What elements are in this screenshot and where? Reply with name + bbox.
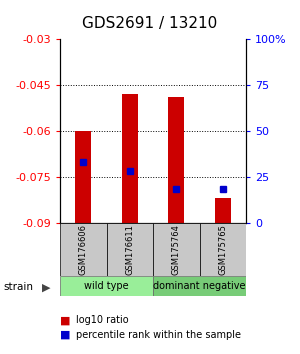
Bar (75, 131, 92, 223)
Text: wild type: wild type (84, 281, 129, 291)
Bar (168, 97, 184, 223)
Text: percentile rank within the sample: percentile rank within the sample (76, 330, 242, 339)
Text: dominant negative: dominant negative (153, 281, 246, 291)
Bar (60, 276, 153, 296)
Text: ■: ■ (60, 315, 70, 325)
Bar (153, 223, 200, 276)
Text: GSM175764: GSM175764 (172, 224, 181, 275)
Text: GSM176611: GSM176611 (125, 224, 134, 275)
Text: ■: ■ (60, 330, 70, 339)
Bar (200, 223, 246, 276)
Text: log10 ratio: log10 ratio (76, 315, 129, 325)
Text: GDS2691 / 13210: GDS2691 / 13210 (82, 16, 218, 30)
Bar (106, 223, 153, 276)
Text: GSM176606: GSM176606 (79, 224, 88, 275)
Text: GSM175765: GSM175765 (218, 224, 227, 275)
Bar (60, 223, 106, 276)
Bar (214, 199, 231, 223)
Bar (153, 276, 246, 296)
Text: ▶: ▶ (42, 282, 51, 292)
Text: strain: strain (3, 282, 33, 292)
Bar (122, 94, 138, 223)
